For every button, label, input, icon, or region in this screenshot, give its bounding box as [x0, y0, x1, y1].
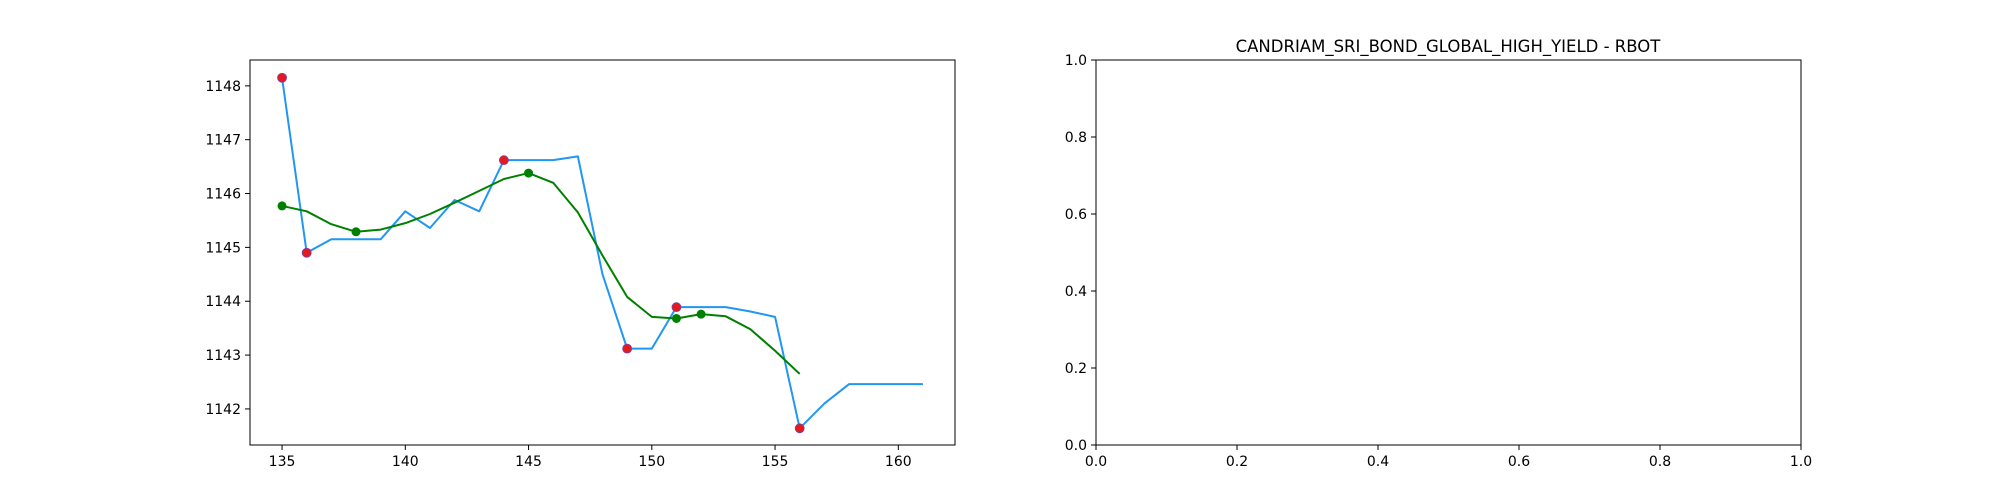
smoothed-marker-point: [277, 201, 287, 211]
left-x-axis: 135 140 145 150 155 160: [269, 445, 912, 470]
right-x-tick-label: 0.8: [1649, 454, 1671, 470]
left-y-tick-label: 1142: [205, 402, 241, 418]
left-x-tick-label: 145: [515, 454, 542, 470]
price-marker-point: [794, 423, 805, 434]
left-y-tick-label: 1147: [205, 133, 241, 149]
price-marker-point: [622, 343, 633, 354]
left-y-tick-label: 1148: [205, 79, 241, 95]
right-x-tick-label: 0.6: [1508, 454, 1530, 470]
right-y-tick-label: 0.6: [1065, 207, 1087, 223]
left-x-tick-label: 135: [269, 454, 296, 470]
right-x-tick-label: 0.4: [1367, 454, 1389, 470]
right-y-tick-label: 1.0: [1065, 53, 1087, 69]
left-y-tick-label: 1145: [205, 240, 241, 256]
smoothed-marker-point: [524, 168, 534, 178]
right-x-tick-label: 1.0: [1790, 454, 1812, 470]
smoothed-series-line: [281, 172, 801, 375]
right-axes-frame: [1095, 59, 1802, 446]
left-y-tick-label: 1146: [205, 187, 241, 203]
price-marker-point: [671, 302, 682, 313]
smoothed-marker-point: [351, 227, 361, 237]
right-chart: CANDRIAM_SRI_BOND_GLOBAL_HIGH_YIELD - RB…: [1065, 37, 1812, 470]
right-y-tick-label: 0.2: [1065, 361, 1087, 377]
left-x-tick-label: 150: [638, 454, 665, 470]
left-y-axis: 1142 1143 1144 1145 1146 1147 1148: [205, 79, 250, 418]
right-x-tick-label: 0.0: [1085, 454, 1107, 470]
left-y-tick-label: 1144: [205, 294, 241, 310]
price-series-line: [281, 77, 923, 430]
left-axes-frame: [249, 59, 956, 446]
right-y-tick-label: 0.8: [1065, 130, 1087, 146]
left-x-tick-label: 160: [885, 454, 912, 470]
left-x-tick-label: 140: [392, 454, 419, 470]
left-chart: 135 140 145 150 155 160 114211431144114511461…: [205, 59, 956, 470]
left-plot-area: [277, 72, 923, 434]
right-y-tick-label: 0.0: [1065, 438, 1087, 454]
price-marker-point: [277, 72, 287, 83]
price-marker-point: [498, 155, 509, 166]
smoothed-marker-point: [696, 309, 706, 319]
right-x-tick-label: 0.2: [1226, 454, 1248, 470]
right-y-axis: 0.0 0.2 0.4 0.6 0.8 1.0: [1065, 53, 1096, 454]
smoothed-marker-point: [671, 313, 681, 323]
right-chart-title: CANDRIAM_SRI_BOND_GLOBAL_HIGH_YIELD - RB…: [1236, 37, 1662, 57]
price-marker-point: [301, 247, 312, 258]
right-x-axis: 0.0 0.2 0.4 0.6 0.8 1.0: [1085, 445, 1812, 470]
left-y-tick-label: 1143: [205, 348, 241, 364]
left-x-tick-label: 155: [762, 454, 789, 470]
right-y-tick-label: 0.4: [1065, 284, 1087, 300]
